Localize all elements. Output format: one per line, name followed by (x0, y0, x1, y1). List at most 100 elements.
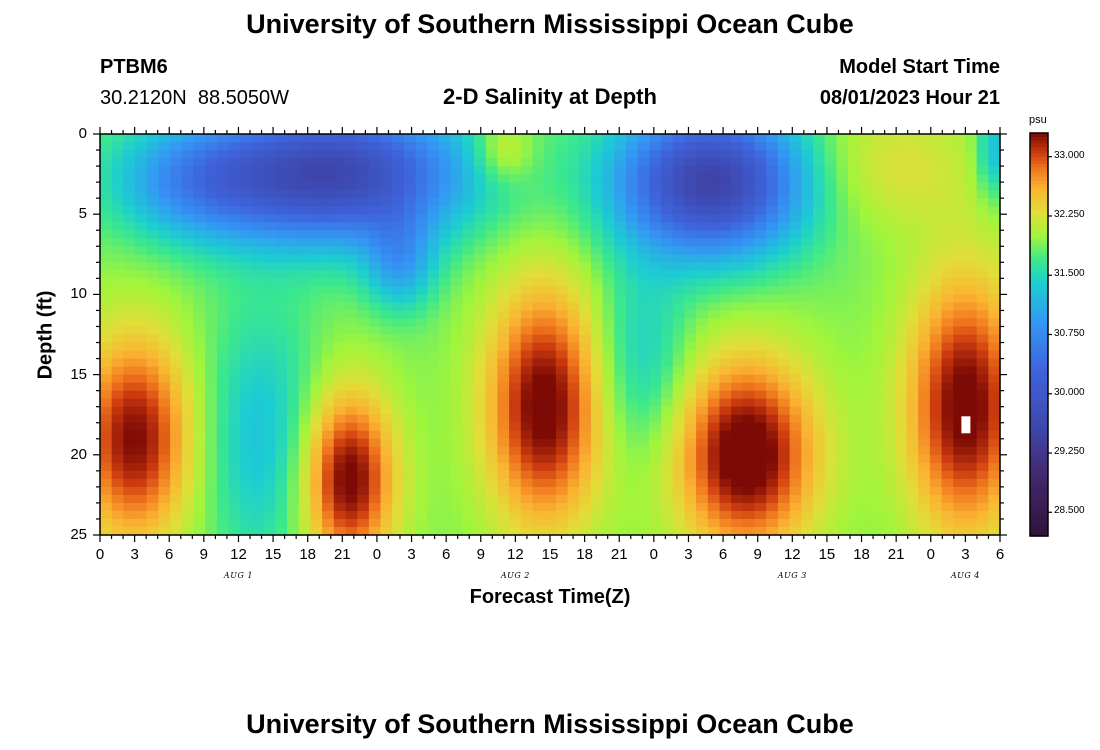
heatmap-cell (859, 262, 873, 271)
heatmap-cell (579, 206, 592, 215)
heatmap-cell (357, 150, 370, 159)
heatmap-cell (228, 318, 241, 328)
heatmap-cell (345, 398, 358, 408)
heatmap-cell (485, 358, 498, 368)
heatmap-cell (789, 206, 802, 215)
heatmap-cell (614, 278, 627, 287)
heatmap-cell (485, 310, 498, 320)
heatmap-cell (474, 486, 487, 496)
heatmap-cell (719, 230, 732, 239)
heatmap-cell (240, 430, 253, 440)
colorbar-tick-label: 30.000 (1054, 386, 1085, 398)
heatmap-cell (170, 438, 183, 448)
heatmap-cell (719, 214, 732, 223)
heatmap-cell (193, 334, 206, 344)
heatmap-cell (918, 278, 931, 287)
heatmap-cell (298, 270, 311, 279)
heatmap-cell (789, 150, 802, 159)
heatmap-cell (672, 166, 686, 175)
heatmap-cell (614, 374, 627, 384)
heatmap-cell (859, 238, 873, 247)
heatmap-cell (672, 462, 686, 472)
heatmap-cell (205, 278, 218, 287)
heatmap-cell (403, 414, 417, 424)
heatmap-cell (345, 206, 358, 215)
heatmap-cell (170, 326, 183, 336)
heatmap-cell (731, 390, 744, 400)
heatmap-cell (193, 390, 206, 400)
heatmap-cell (438, 422, 452, 432)
heatmap-cell (707, 334, 721, 344)
heatmap-cell (918, 286, 931, 295)
heatmap-cell (602, 206, 615, 215)
heatmap-cell (146, 294, 160, 304)
heatmap-cell (322, 198, 335, 207)
heatmap-cell (883, 150, 896, 159)
heatmap-cell (228, 158, 241, 167)
heatmap-cell (368, 358, 382, 368)
heatmap-cell (205, 414, 218, 424)
heatmap-cell (789, 342, 802, 352)
heatmap-cell (462, 494, 475, 504)
heatmap-cell (123, 142, 136, 151)
heatmap-cell (322, 254, 335, 263)
heatmap-cell (135, 190, 148, 199)
heatmap-cell (707, 190, 721, 199)
heatmap-cell (929, 182, 943, 191)
heatmap-cell (474, 206, 487, 215)
heatmap-cell (754, 390, 767, 400)
heatmap-cell (462, 454, 475, 464)
heatmap-cell (263, 406, 276, 416)
heatmap-cell (322, 494, 335, 504)
heatmap-cell (801, 262, 814, 271)
heatmap-cell (555, 238, 569, 247)
heatmap-cell (228, 350, 241, 360)
heatmap-cell (287, 366, 300, 376)
heatmap-cell (357, 142, 370, 151)
heatmap-cell (941, 294, 954, 304)
heatmap-cell (625, 374, 639, 384)
heatmap-cell (906, 294, 919, 304)
heatmap-cell (824, 246, 837, 255)
heatmap-cell (100, 374, 113, 384)
heatmap-cell (906, 422, 919, 432)
heatmap-cell (625, 454, 639, 464)
heatmap-cell (170, 526, 183, 536)
heatmap-cell (754, 326, 767, 336)
heatmap-cell (988, 182, 1001, 191)
heatmap-cell (590, 342, 604, 352)
heatmap-cell (438, 470, 452, 480)
heatmap-cell (731, 214, 744, 223)
heatmap-cell (742, 422, 756, 432)
heatmap-cell (240, 142, 253, 151)
heatmap-cell (497, 286, 510, 295)
heatmap-cell (298, 422, 311, 432)
heatmap-cell (953, 462, 966, 472)
heatmap-cell (859, 390, 873, 400)
heatmap-cell (485, 462, 498, 472)
heatmap-cell (403, 246, 417, 255)
heatmap-cell (731, 406, 744, 416)
heatmap-cell (824, 294, 837, 304)
heatmap-cell (357, 486, 370, 496)
heatmap-cell (532, 230, 545, 239)
heatmap-cell (520, 246, 534, 255)
colorbar-segment (1030, 405, 1048, 409)
heatmap-cell (216, 414, 230, 424)
heatmap-cell (859, 294, 873, 304)
heatmap-cell (719, 350, 732, 360)
heatmap-cell (415, 198, 428, 207)
heatmap-cell (100, 246, 113, 255)
heatmap-cell (684, 294, 697, 304)
heatmap-cell (906, 238, 919, 247)
heatmap-cell (544, 318, 557, 328)
station-id: PTBM6 (100, 56, 168, 78)
heatmap-cell (602, 398, 615, 408)
heatmap-cell (731, 334, 744, 344)
heatmap-cell (368, 486, 382, 496)
heatmap-cell (777, 134, 791, 143)
heatmap-cell (310, 462, 323, 472)
heatmap-cell (474, 502, 487, 512)
heatmap-cell (672, 398, 686, 408)
heatmap-cell (649, 438, 662, 448)
